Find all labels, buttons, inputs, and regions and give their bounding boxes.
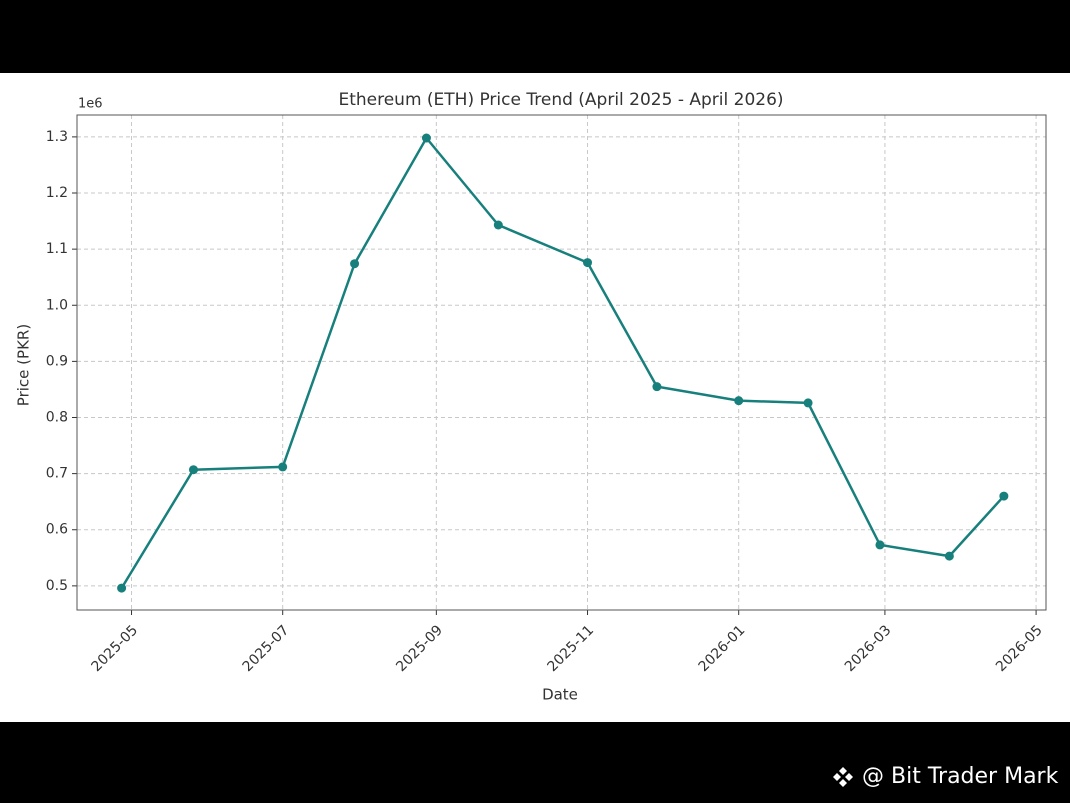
data-point xyxy=(652,382,662,392)
y-tick-label: 1.1 xyxy=(46,241,68,257)
data-point xyxy=(350,259,360,269)
y-offset-label: 1e6 xyxy=(78,97,103,112)
y-tick-label: 1.3 xyxy=(46,129,68,145)
data-point xyxy=(421,133,431,143)
bottom-band xyxy=(0,722,1070,803)
y-tick-label: 1.0 xyxy=(46,297,68,313)
data-point xyxy=(944,551,954,561)
data-point xyxy=(875,540,885,550)
data-point xyxy=(493,220,503,230)
y-tick-label: 0.6 xyxy=(46,522,68,538)
y-tick-label: 0.5 xyxy=(46,578,68,594)
data-point xyxy=(734,396,744,406)
data-point xyxy=(278,462,288,472)
x-axis-label: Date xyxy=(542,686,578,704)
y-tick-label: 0.8 xyxy=(46,410,68,426)
data-point xyxy=(583,258,593,268)
data-point xyxy=(999,491,1009,501)
y-tick-label: 0.7 xyxy=(46,466,68,482)
top-band xyxy=(0,0,1070,73)
y-tick-label: 1.2 xyxy=(46,185,68,201)
data-point xyxy=(803,398,813,408)
data-point xyxy=(188,465,198,475)
plot-frame xyxy=(76,114,1047,611)
y-tick-label: 0.9 xyxy=(46,353,68,369)
y-axis-label: Price (PKR) xyxy=(15,324,33,406)
watermark: @ Bit Trader Mark xyxy=(862,764,1059,789)
watermark-icon xyxy=(833,767,853,787)
chart-background xyxy=(0,73,1070,722)
chart-title: Ethereum (ETH) Price Trend (April 2025 -… xyxy=(338,90,783,110)
data-point xyxy=(117,583,127,593)
